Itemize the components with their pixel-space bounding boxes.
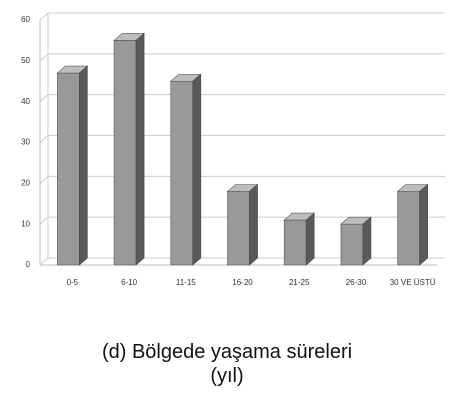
bar [226, 183, 259, 266]
y-tick-label: 10 [21, 219, 30, 228]
chart: 0 10 20 30 40 50 60 0-5 6-10 11-15 16-20 21-25 26-30… [21, 12, 445, 287]
x-tick-label: 21-25 [289, 278, 310, 287]
y-tick-label: 0 [26, 260, 31, 269]
grid-floor [39, 53, 49, 62]
bar [169, 73, 202, 266]
bar [113, 32, 145, 266]
y-tick-label: 50 [21, 56, 30, 65]
y-tick-label: 30 [21, 138, 30, 147]
x-tick-label: 11-15 [176, 278, 196, 287]
grid-floor [39, 257, 49, 266]
bar-front [57, 72, 80, 266]
bar-front [283, 219, 307, 266]
bar-front [113, 40, 137, 266]
x-tick-label: 16-20 [232, 278, 253, 287]
grid-floor [39, 94, 49, 103]
bar-front [170, 80, 194, 266]
bar-side [362, 216, 372, 266]
grid-floor [39, 216, 49, 225]
bar [56, 65, 89, 266]
x-tick-label: 26-30 [346, 278, 367, 287]
bar-front [397, 191, 420, 266]
bar [396, 183, 429, 266]
grid-floor [39, 12, 49, 21]
x-tick-label: 0-5 [67, 278, 79, 287]
grid-floor [39, 135, 49, 143]
x-tick-label: 6-10 [121, 278, 138, 287]
bar-side [79, 65, 88, 266]
y-tick-label: 20 [21, 178, 30, 187]
chart-caption: (d) Bölgede yaşama süreleri (yıl) [101, 341, 353, 387]
bar-front [227, 191, 250, 266]
bar-side [249, 183, 258, 266]
x-tick-label: 30 VE ÜSTÜ [390, 278, 436, 287]
bar-side [135, 32, 145, 266]
bar [283, 212, 316, 266]
y-tick-label: 60 [21, 15, 30, 24]
bar-side [192, 73, 202, 266]
bar-side [419, 183, 428, 266]
bar-front [340, 223, 364, 266]
bar [340, 216, 372, 266]
grid-floor [39, 175, 49, 184]
bar-side [305, 212, 315, 266]
y-tick-label: 40 [21, 97, 30, 106]
